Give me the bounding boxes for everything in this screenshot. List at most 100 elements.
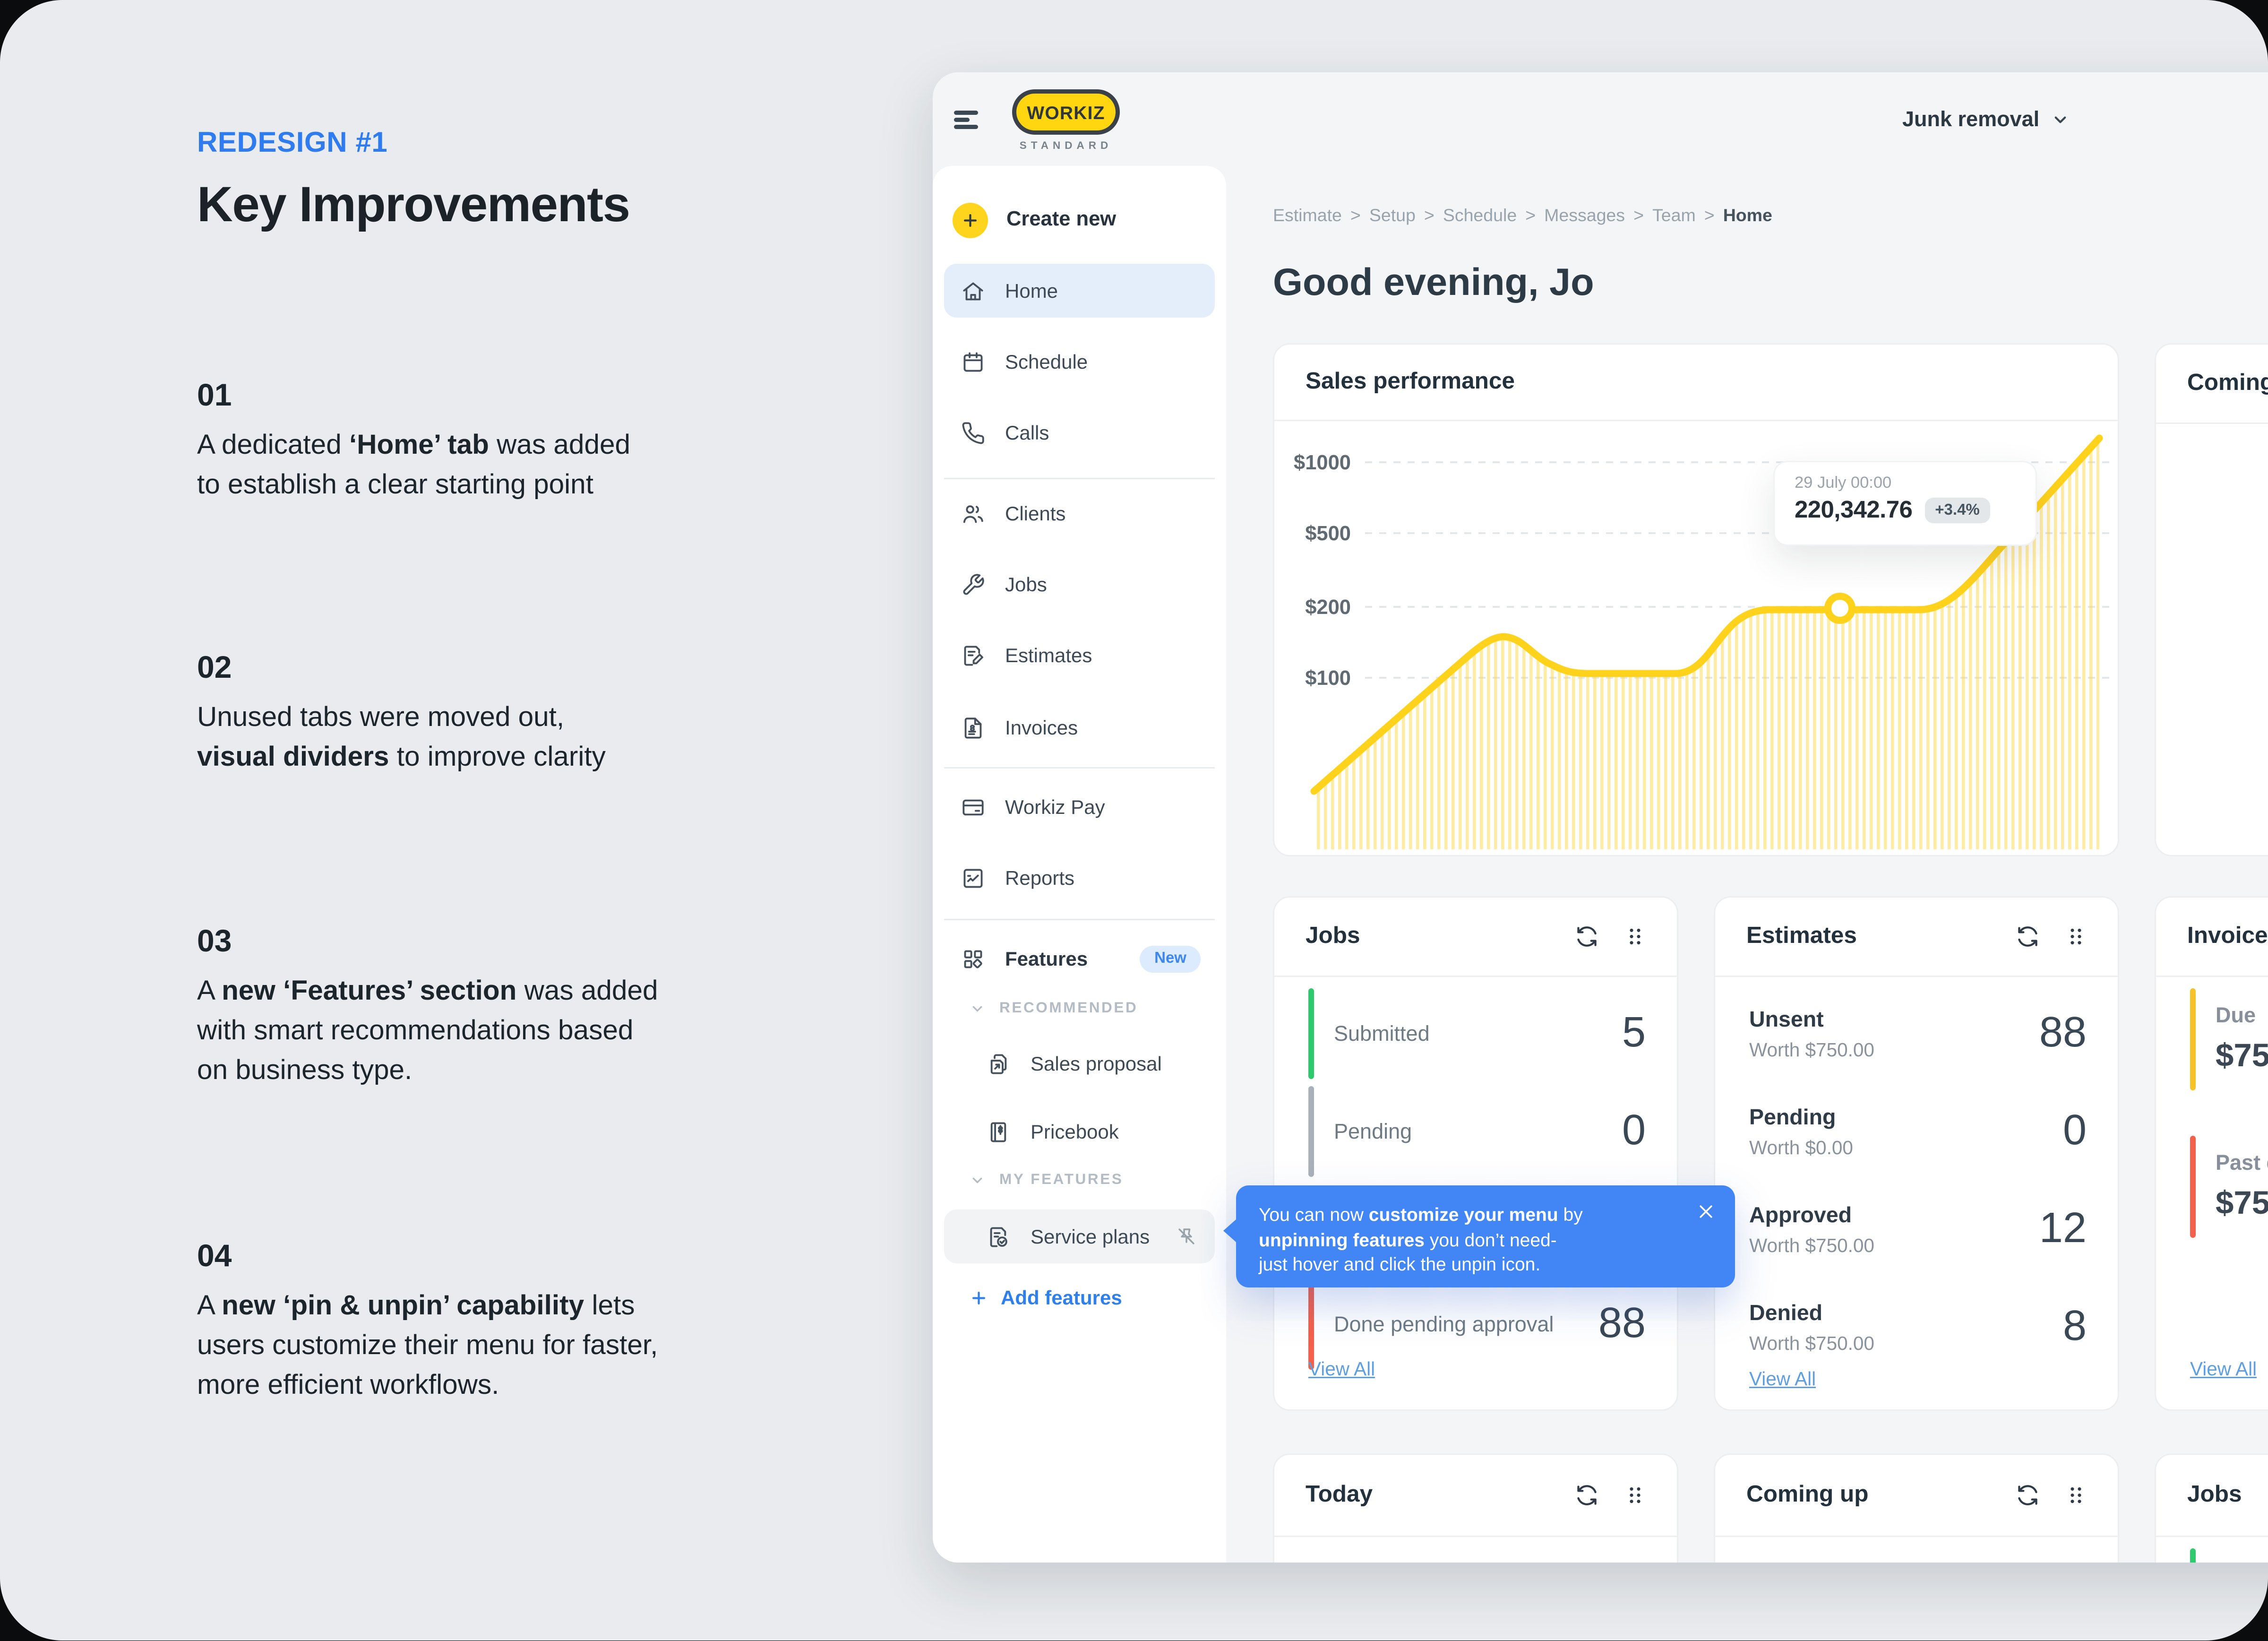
estimates-row-unsent[interactable]: Unsent Worth $750.00 88 (1749, 1007, 2087, 1060)
improvement-text: A new ‘Features’ section was added (197, 976, 658, 1007)
phone-icon (962, 421, 984, 443)
sidebar: Create new Home Schedule Calls Clients (933, 166, 1226, 1563)
card-title: Estimates (1746, 923, 1857, 949)
page-title: Key Improvements (197, 177, 630, 233)
sidebar-item-estimates[interactable]: Estimates (944, 628, 1215, 682)
tooltip-change-badge: +3.4% (1925, 498, 1990, 523)
drag-handle-icon[interactable] (1624, 924, 1646, 949)
create-new-button[interactable]: Create new (944, 193, 1215, 247)
sales-performance-card: Sales performance (1273, 343, 2119, 856)
sidebar-item-sales-proposal[interactable]: Sales proposal (944, 1036, 1215, 1090)
plan-tier-label: STANDARD (1019, 139, 1113, 152)
card-header: Coming up (2156, 345, 2268, 424)
drag-handle-icon[interactable] (2065, 924, 2087, 949)
refresh-icon[interactable] (1575, 924, 1599, 949)
sidebar-item-jobs[interactable]: Jobs (944, 557, 1215, 611)
account-dropdown[interactable]: Junk removal (1902, 108, 2069, 132)
improvement-01: 01 A dedicated ‘Home’ tab was added to e… (197, 377, 743, 505)
sidebar-item-workiz-pay[interactable]: Workiz Pay (944, 780, 1215, 834)
improvement-number: 01 (197, 377, 232, 413)
file-pen-icon (964, 645, 983, 665)
breadcrumb-item[interactable]: Schedule (1443, 206, 1517, 225)
file-dollar-icon (964, 717, 982, 738)
jobs-row-pending[interactable]: Pending 0 (1308, 1086, 1646, 1177)
view-all-link[interactable]: View All (1308, 1358, 1375, 1380)
jobs-row-submitted[interactable]: Submitted 5 (1308, 988, 1646, 1079)
add-features-button[interactable]: Add features (970, 1273, 1122, 1321)
sidebar-item-schedule[interactable]: Schedule (944, 335, 1215, 389)
breadcrumb-item[interactable]: Estimate (1273, 206, 1342, 225)
sidebar-divider (944, 478, 1215, 479)
improvement-text: on business type. (197, 1055, 412, 1086)
credit-card-icon (962, 799, 984, 815)
improvement-number: 04 (197, 1238, 232, 1273)
sidebar-item-calls[interactable]: Calls (944, 406, 1215, 459)
card-header: Today (1274, 1455, 1677, 1537)
estimates-row-pending[interactable]: Pending Worth $0.00 0 (1749, 1105, 2087, 1158)
y-tick: $500 (1305, 522, 1351, 545)
callout-text: You can now customize your menu by (1259, 1204, 1583, 1225)
home-icon (963, 282, 983, 300)
improvement-number: 03 (197, 923, 232, 959)
sidebar-item-clients[interactable]: Clients (944, 486, 1215, 540)
chevron-down-icon (972, 1005, 982, 1011)
section-recommended[interactable]: RECOMMENDED (970, 1000, 1138, 1017)
refresh-icon[interactable] (2016, 924, 2040, 949)
breadcrumb-item[interactable]: Team (1652, 206, 1696, 225)
redesign-kicker: REDESIGN #1 (197, 128, 388, 159)
estimates-row-denied[interactable]: Denied Worth $750.00 8 (1749, 1301, 2087, 1354)
close-icon[interactable] (1697, 1202, 1715, 1221)
new-badge: New (1140, 945, 1201, 972)
breadcrumb-item[interactable]: Setup (1369, 206, 1416, 225)
invoices-row-past-due[interactable]: Past due$750.00 (2190, 1136, 2268, 1238)
plus-icon (972, 1291, 985, 1304)
chart-area (1314, 438, 2099, 849)
coming-up-card-bottom: Coming up (1714, 1453, 2119, 1563)
chart-marker[interactable] (1824, 593, 1856, 624)
users-icon (963, 504, 983, 522)
sidebar-item-home[interactable]: Home (944, 264, 1215, 318)
card-title: Sales performance (1306, 369, 1515, 394)
drag-handle-icon[interactable] (2065, 1483, 2087, 1507)
improvement-text: visual dividers to improve clarity (197, 742, 606, 773)
coming-up-card: Coming up (2155, 343, 2268, 856)
grid-icon (964, 950, 982, 968)
unpin-icon[interactable] (1175, 1225, 1198, 1248)
invoices-card: Invoices Due$750.00 Past due$750.00 View… (2155, 896, 2268, 1411)
sidebar-divider (944, 767, 1215, 769)
improvement-number: 02 (197, 649, 232, 685)
y-tick: $200 (1305, 596, 1351, 619)
breadcrumb-item-current: Home (1723, 206, 1772, 225)
drag-handle-icon[interactable] (1624, 1483, 1646, 1507)
jobs-row-done-pending-approval[interactable]: Done pending approval 88 (1308, 1279, 1646, 1370)
breadcrumb-item[interactable]: Messages (1544, 206, 1625, 225)
sidebar-item-features[interactable]: Features New (944, 932, 1215, 985)
sales-chart[interactable]: $1000 $500 $200 $100 (1274, 421, 2121, 858)
sidebar-item-reports[interactable]: Reports (944, 851, 1215, 905)
improvement-text: more efficient workflows. (197, 1370, 499, 1401)
file-arrow-icon (990, 1053, 1007, 1074)
section-my-features[interactable]: MY FEATURES (970, 1171, 1124, 1188)
menu-icon[interactable] (954, 111, 978, 129)
refresh-icon[interactable] (1575, 1483, 1599, 1507)
card-header: Sales performance (1274, 345, 2118, 421)
card-title: Invoices (2187, 923, 2268, 949)
view-all-link[interactable]: View All (2190, 1358, 2257, 1380)
status-bar (2190, 988, 2196, 1090)
view-all-link[interactable]: View All (1749, 1368, 1816, 1390)
status-bar (2190, 1548, 2196, 1563)
improvement-02: 02 Unused tabs were moved out, visual di… (197, 649, 743, 777)
sidebar-item-invoices[interactable]: Invoices (944, 700, 1215, 754)
callout-text: unpinning features you don’t need- (1259, 1228, 1557, 1250)
workiz-logo[interactable]: WORKIZ STANDARD (1012, 89, 1120, 152)
refresh-icon[interactable] (2016, 1483, 2040, 1507)
card-header: Jobs (1274, 898, 1677, 977)
jobs-card-bottom: Jobs (2155, 1453, 2268, 1563)
estimates-row-approved[interactable]: Approved Worth $750.00 12 (1749, 1203, 2087, 1256)
card-title: Today (1306, 1482, 1373, 1507)
status-bar (1308, 1279, 1314, 1370)
sidebar-item-service-plans[interactable]: Service plans (944, 1209, 1215, 1263)
invoices-row-due[interactable]: Due$750.00 (2190, 988, 2268, 1090)
sidebar-item-pricebook[interactable]: Service plans Pricebook (944, 1105, 1215, 1158)
